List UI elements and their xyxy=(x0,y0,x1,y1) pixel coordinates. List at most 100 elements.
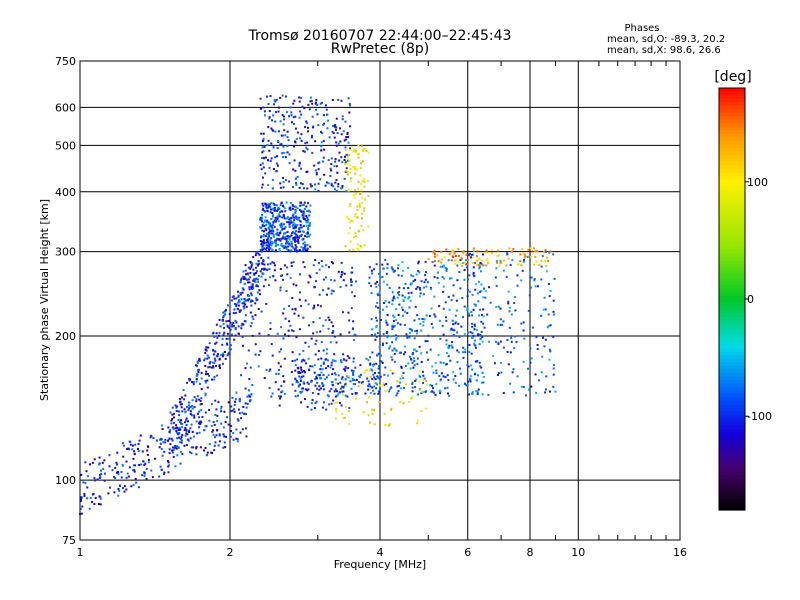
data-point xyxy=(361,382,364,385)
data-point xyxy=(280,202,283,205)
data-point xyxy=(302,249,305,252)
data-point xyxy=(283,232,286,235)
data-point xyxy=(341,161,344,164)
data-point xyxy=(273,262,276,265)
data-point xyxy=(275,162,278,165)
data-point xyxy=(270,343,273,346)
data-point xyxy=(282,145,285,148)
y-tick-label: 400 xyxy=(55,186,76,199)
data-point xyxy=(482,381,485,384)
data-point xyxy=(300,387,303,390)
data-point xyxy=(424,260,427,263)
data-point xyxy=(417,380,420,383)
data-point xyxy=(189,378,192,381)
data-point xyxy=(476,333,479,336)
data-point xyxy=(272,230,275,233)
data-point xyxy=(453,252,456,255)
data-point xyxy=(258,262,261,265)
data-point xyxy=(317,182,320,185)
colorbar-segment xyxy=(719,288,745,293)
data-point xyxy=(325,408,328,411)
data-point xyxy=(390,407,393,410)
colorbar-segment xyxy=(719,376,745,381)
data-point xyxy=(137,486,140,489)
data-point xyxy=(413,357,416,360)
data-point xyxy=(397,380,400,383)
data-point xyxy=(526,255,529,258)
data-point xyxy=(536,285,539,288)
data-point xyxy=(369,385,372,388)
data-point xyxy=(350,387,353,390)
data-point xyxy=(271,242,274,245)
colorbar-segment xyxy=(719,495,745,501)
data-point xyxy=(294,249,297,252)
colorbar-segment xyxy=(719,232,745,237)
data-point xyxy=(510,336,513,339)
data-point xyxy=(198,426,201,429)
data-point xyxy=(312,307,315,310)
data-point xyxy=(134,464,137,467)
data-point xyxy=(334,181,337,184)
data-point xyxy=(274,279,277,282)
data-point xyxy=(299,226,302,229)
data-point xyxy=(316,103,319,106)
data-point xyxy=(175,430,178,433)
data-point xyxy=(184,421,187,424)
data-point xyxy=(100,472,103,475)
data-point xyxy=(482,308,485,311)
data-point xyxy=(179,451,182,454)
data-point xyxy=(232,312,235,315)
data-point xyxy=(195,447,198,450)
data-point xyxy=(300,246,303,249)
data-point xyxy=(282,156,285,159)
data-point xyxy=(239,279,242,282)
data-point xyxy=(262,285,265,288)
data-point xyxy=(275,204,278,207)
data-point xyxy=(332,132,335,135)
data-point xyxy=(344,245,347,248)
data-point xyxy=(277,214,280,217)
data-point xyxy=(362,150,365,153)
data-point xyxy=(354,151,357,154)
data-point xyxy=(297,218,300,221)
data-point xyxy=(514,295,517,298)
data-points xyxy=(79,94,557,515)
colorbar-segment xyxy=(719,351,745,356)
colorbar-segment xyxy=(719,179,745,184)
data-point xyxy=(417,270,420,273)
data-point xyxy=(529,361,532,364)
colorbar-segment xyxy=(719,404,745,409)
data-point xyxy=(146,445,149,448)
data-point xyxy=(508,310,511,313)
data-point xyxy=(280,222,283,225)
data-point xyxy=(344,367,347,370)
data-point xyxy=(313,371,316,374)
data-point xyxy=(261,139,264,142)
data-point xyxy=(326,348,329,351)
data-point xyxy=(261,214,264,217)
data-point xyxy=(430,288,433,291)
data-point xyxy=(318,388,321,391)
data-point xyxy=(79,507,82,510)
data-point xyxy=(306,209,309,212)
data-point xyxy=(442,375,445,378)
data-point xyxy=(311,151,314,154)
data-point xyxy=(281,216,284,219)
data-point xyxy=(240,298,243,301)
data-point xyxy=(185,432,188,435)
data-point xyxy=(198,359,201,362)
data-point xyxy=(414,386,417,389)
data-point xyxy=(182,389,185,392)
data-point xyxy=(412,366,415,369)
data-point xyxy=(469,380,472,383)
data-point xyxy=(531,326,534,329)
data-point xyxy=(318,161,321,164)
data-point xyxy=(302,216,305,219)
data-point xyxy=(270,157,273,160)
data-point xyxy=(293,159,296,162)
data-point xyxy=(495,267,498,270)
data-point xyxy=(369,284,372,287)
data-point xyxy=(408,336,411,339)
colorbar-segment xyxy=(719,253,745,258)
